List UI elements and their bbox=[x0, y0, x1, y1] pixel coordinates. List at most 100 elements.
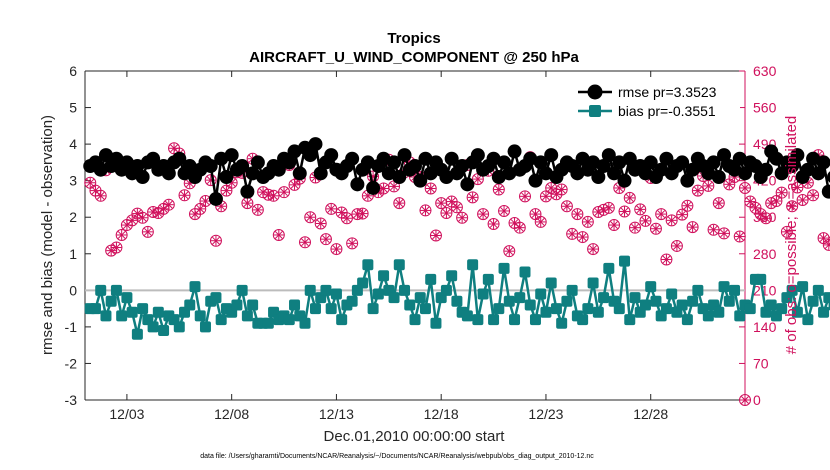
y2-tick-label: 630 bbox=[753, 63, 777, 79]
rmse-point bbox=[758, 162, 773, 177]
obs-assimilated-marker bbox=[540, 191, 551, 202]
obs-possible-marker bbox=[110, 241, 123, 254]
rmse-point bbox=[596, 159, 611, 174]
bias-point bbox=[587, 277, 599, 289]
bias-point bbox=[110, 284, 122, 296]
obs-possible-marker bbox=[576, 231, 589, 244]
obs-assimilated-marker bbox=[200, 196, 211, 207]
obs-assimilated-marker bbox=[567, 228, 578, 239]
y-tick-label: 2 bbox=[69, 209, 77, 225]
bias-point bbox=[461, 310, 473, 322]
obs-possible-marker bbox=[676, 208, 689, 221]
obs-possible-marker bbox=[707, 223, 720, 236]
obs-possible-marker bbox=[686, 221, 699, 234]
bias-point bbox=[488, 314, 500, 326]
obs-assimilated-marker bbox=[95, 190, 106, 201]
bias-point bbox=[598, 292, 610, 304]
obs-possible-marker bbox=[267, 189, 280, 202]
x-axis: 12/03 12/08 12/13 12/18 12/23 12/28 bbox=[109, 71, 668, 422]
bias-point bbox=[393, 259, 405, 271]
obs-possible-marker bbox=[623, 191, 636, 204]
y-tick-label: 4 bbox=[69, 136, 77, 152]
obs-assimilated-marker bbox=[572, 209, 583, 220]
bias-point bbox=[619, 255, 631, 267]
obs-assimilated-marker bbox=[315, 218, 326, 229]
bias-point bbox=[613, 303, 625, 315]
obs-possible-marker bbox=[319, 233, 332, 246]
obs-assimilated-marker bbox=[740, 182, 750, 193]
rmse-point bbox=[161, 166, 176, 181]
bias-point bbox=[755, 273, 767, 285]
obs-possible-marker bbox=[466, 191, 479, 204]
rmse-point bbox=[507, 144, 522, 159]
bias-point bbox=[639, 299, 651, 311]
rmse-point bbox=[717, 148, 732, 163]
rmse-point bbox=[172, 151, 187, 166]
rmse-point bbox=[208, 191, 223, 206]
bias-point bbox=[210, 292, 222, 304]
rmse-point bbox=[622, 151, 637, 166]
rmse-point bbox=[392, 170, 407, 185]
obs-assimilated-marker bbox=[671, 240, 682, 251]
bias-point bbox=[173, 321, 185, 333]
obs-possible-marker bbox=[299, 236, 311, 249]
obs-possible-marker bbox=[450, 201, 463, 214]
obs-assimilated-marker bbox=[808, 190, 819, 201]
left-y-axis: -3 -2 -1 0 1 2 3 4 5 6 bbox=[65, 63, 91, 408]
obs-assimilated-marker bbox=[792, 182, 803, 193]
obs-possible-marker bbox=[498, 204, 511, 217]
rmse-series bbox=[83, 137, 830, 206]
obs-assimilated-marker bbox=[530, 209, 541, 220]
obs-possible-marker bbox=[534, 215, 547, 228]
obs-assimilated-marker bbox=[603, 202, 614, 213]
obs-possible-marker bbox=[456, 211, 469, 224]
bias-point bbox=[231, 299, 243, 311]
obs-assimilated-marker bbox=[556, 184, 567, 195]
bias-point bbox=[320, 284, 332, 296]
bias-point bbox=[482, 273, 494, 285]
legend-bias-marker bbox=[589, 105, 601, 117]
obs-possible-marker bbox=[739, 394, 751, 406]
obs-assimilated-marker bbox=[640, 215, 651, 226]
bias-point bbox=[493, 303, 505, 315]
obs-assimilated-marker bbox=[467, 192, 478, 203]
obs-possible-marker bbox=[691, 184, 704, 197]
bias-point bbox=[681, 314, 693, 326]
obs-assimilated-marker bbox=[289, 179, 300, 190]
rmse-point bbox=[617, 173, 632, 188]
x-tick-label: 12/23 bbox=[528, 406, 563, 422]
obs-assimilated-marker bbox=[787, 201, 798, 212]
obs-assimilated-marker bbox=[666, 215, 677, 226]
obs-assimilated-marker bbox=[588, 244, 599, 255]
rmse-point bbox=[350, 177, 365, 192]
chart-subtitle: AIRCRAFT_U_WIND_COMPONENT @ 250 hPa bbox=[249, 49, 579, 66]
obs-possible-marker bbox=[492, 183, 505, 196]
bias-point bbox=[807, 295, 819, 307]
obs-possible-marker bbox=[136, 211, 149, 224]
rmse-point bbox=[497, 155, 512, 170]
bias-point bbox=[121, 292, 133, 304]
obs-assimilated-marker bbox=[85, 177, 96, 188]
obs-assimilated-marker bbox=[630, 222, 640, 233]
rmse-point bbox=[308, 137, 323, 152]
rmse-point bbox=[345, 151, 360, 166]
rmse-point bbox=[659, 151, 674, 166]
obs-assimilated-marker bbox=[504, 246, 515, 257]
obs-assimilated-marker bbox=[279, 187, 290, 198]
bias-point bbox=[509, 314, 521, 326]
obs-possible-marker bbox=[477, 208, 490, 221]
bias-point bbox=[440, 284, 452, 296]
obs-assimilated-marker bbox=[561, 201, 572, 212]
obs-possible-marker bbox=[272, 228, 285, 241]
bias-point bbox=[797, 281, 809, 293]
bias-point bbox=[414, 292, 426, 304]
obs-assimilated-marker bbox=[347, 238, 358, 249]
obs-assimilated-marker bbox=[425, 183, 436, 194]
obs-assimilated-marker bbox=[242, 198, 253, 209]
bias-point bbox=[577, 314, 589, 326]
obs-possible-marker bbox=[665, 214, 678, 227]
y-tick-label: -3 bbox=[65, 392, 78, 408]
obs-assimilated-marker bbox=[210, 235, 221, 246]
y2-tick-label: 70 bbox=[753, 355, 769, 371]
rmse-point bbox=[387, 155, 402, 170]
